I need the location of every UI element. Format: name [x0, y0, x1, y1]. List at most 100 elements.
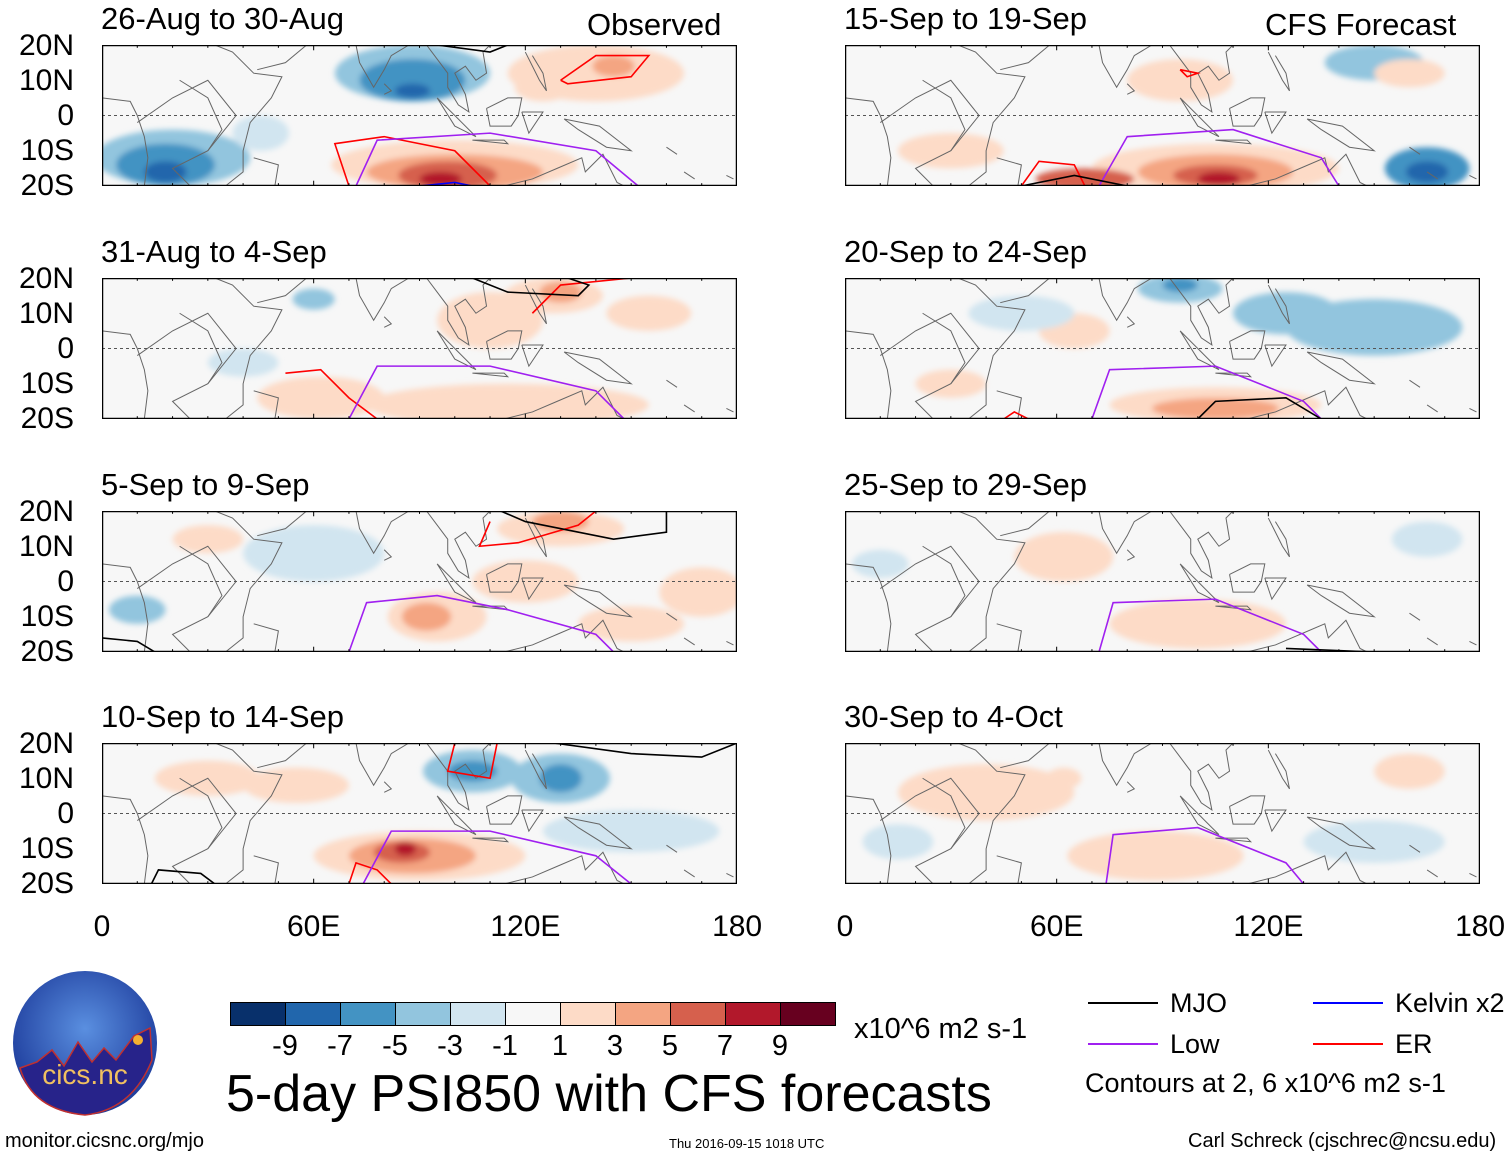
coastline	[845, 796, 891, 884]
coastline	[845, 278, 1025, 419]
coastline	[338, 45, 409, 87]
footer-timestamp: Thu 2016-09-15 1018 UTC	[669, 1136, 825, 1151]
x-tick-label: 0	[93, 910, 111, 943]
legend-line-mjo	[1088, 1002, 1158, 1004]
anomaly-region	[1039, 542, 1089, 571]
colorbar-swatch	[505, 1002, 561, 1026]
coastline	[666, 147, 677, 154]
y-tick-label: 10N	[18, 530, 74, 563]
anomaly-region	[852, 549, 909, 578]
anomaly-region	[401, 602, 452, 631]
coastline	[257, 278, 306, 303]
coastline	[472, 373, 507, 377]
coastline	[1409, 380, 1420, 387]
colorbar-label: 3	[606, 1030, 624, 1062]
coastline	[427, 278, 491, 345]
coastline	[564, 585, 631, 617]
coastline	[1000, 743, 1049, 768]
coastline	[525, 52, 546, 91]
coastline	[1427, 870, 1438, 877]
coastline	[102, 511, 282, 652]
coastline	[726, 175, 733, 179]
anomaly-region	[447, 394, 603, 419]
contour-er	[1180, 70, 1198, 77]
coastline	[437, 564, 476, 603]
coastline	[338, 743, 409, 785]
coastline	[437, 98, 476, 137]
coastline	[1215, 838, 1250, 842]
coastline	[504, 154, 624, 186]
anomaly-region	[1197, 171, 1241, 186]
coastline	[726, 408, 733, 412]
coastline	[1265, 810, 1286, 831]
anomaly-region	[542, 809, 720, 853]
x-tick-label: 60E	[1029, 910, 1084, 943]
coastline	[180, 546, 222, 617]
coastline	[102, 98, 148, 186]
coastline	[1307, 585, 1374, 617]
contour-low	[1106, 828, 1304, 884]
anomaly-region	[292, 288, 335, 310]
anomaly-region	[897, 764, 1075, 821]
coastline	[1265, 578, 1286, 599]
legend-label: ER	[1395, 1029, 1433, 1059]
contour-note: Contours at 2, 6 x10^6 m2 s-1	[1085, 1068, 1446, 1098]
y-tick-label: 20N	[18, 262, 74, 295]
anomaly-region	[539, 764, 582, 793]
footer-url[interactable]: monitor.cicsnc.org/mjo	[5, 1130, 204, 1152]
coastline	[997, 391, 1022, 419]
legend-label: Low	[1170, 1029, 1220, 1059]
coastline	[666, 845, 677, 852]
anomaly-region	[659, 567, 737, 617]
coastline	[1268, 518, 1289, 557]
coastline	[997, 624, 1022, 652]
coastline	[1180, 796, 1219, 835]
coastline	[1170, 511, 1234, 578]
coastline	[472, 140, 507, 144]
panel-title: 10-Sep to 14-Sep	[101, 699, 345, 734]
coastline	[684, 172, 695, 179]
coastline	[180, 80, 222, 151]
coastline	[525, 285, 546, 324]
colorbar-swatch	[780, 1002, 836, 1026]
coastline	[1247, 387, 1367, 419]
colorbar-label: -1	[492, 1030, 518, 1062]
coastline	[845, 331, 891, 419]
y-tick-label: 10S	[20, 600, 74, 633]
coastline	[1081, 743, 1152, 785]
anomaly-region	[1151, 397, 1279, 419]
coastline	[1000, 278, 1049, 303]
contour-low	[1099, 599, 1321, 652]
map-panel	[845, 45, 1480, 186]
colorbar-swatch	[560, 1002, 616, 1026]
y-tick-label: 20S	[20, 402, 74, 435]
contour-low	[356, 133, 638, 186]
coastline	[522, 810, 543, 831]
coastline	[1427, 172, 1438, 179]
y-tick-label: 0	[57, 565, 74, 598]
coastline	[666, 380, 677, 387]
coastline	[1127, 317, 1134, 328]
coastline	[1268, 750, 1289, 789]
contour-er	[349, 863, 391, 884]
anomaly-region	[1233, 292, 1339, 335]
colorbar-swatch	[615, 1002, 671, 1026]
coastline	[923, 778, 965, 849]
panel-title: 15-Sep to 19-Sep	[844, 1, 1088, 36]
anomaly-region	[592, 55, 635, 77]
legend-line-er	[1313, 1043, 1383, 1045]
cicsnc-logo: cics.nc	[12, 970, 158, 1116]
coastline	[384, 317, 391, 328]
contour-mjo	[472, 278, 588, 296]
map-panel	[845, 511, 1480, 652]
coastline	[1247, 852, 1367, 884]
coastline	[504, 852, 624, 884]
coastline	[522, 345, 543, 366]
coastline	[1081, 278, 1152, 320]
contour-low	[349, 366, 624, 419]
anomaly-region	[1374, 753, 1445, 789]
anomaly-region	[394, 841, 416, 856]
colorbar-label: 7	[716, 1030, 734, 1062]
coastline	[684, 405, 695, 412]
